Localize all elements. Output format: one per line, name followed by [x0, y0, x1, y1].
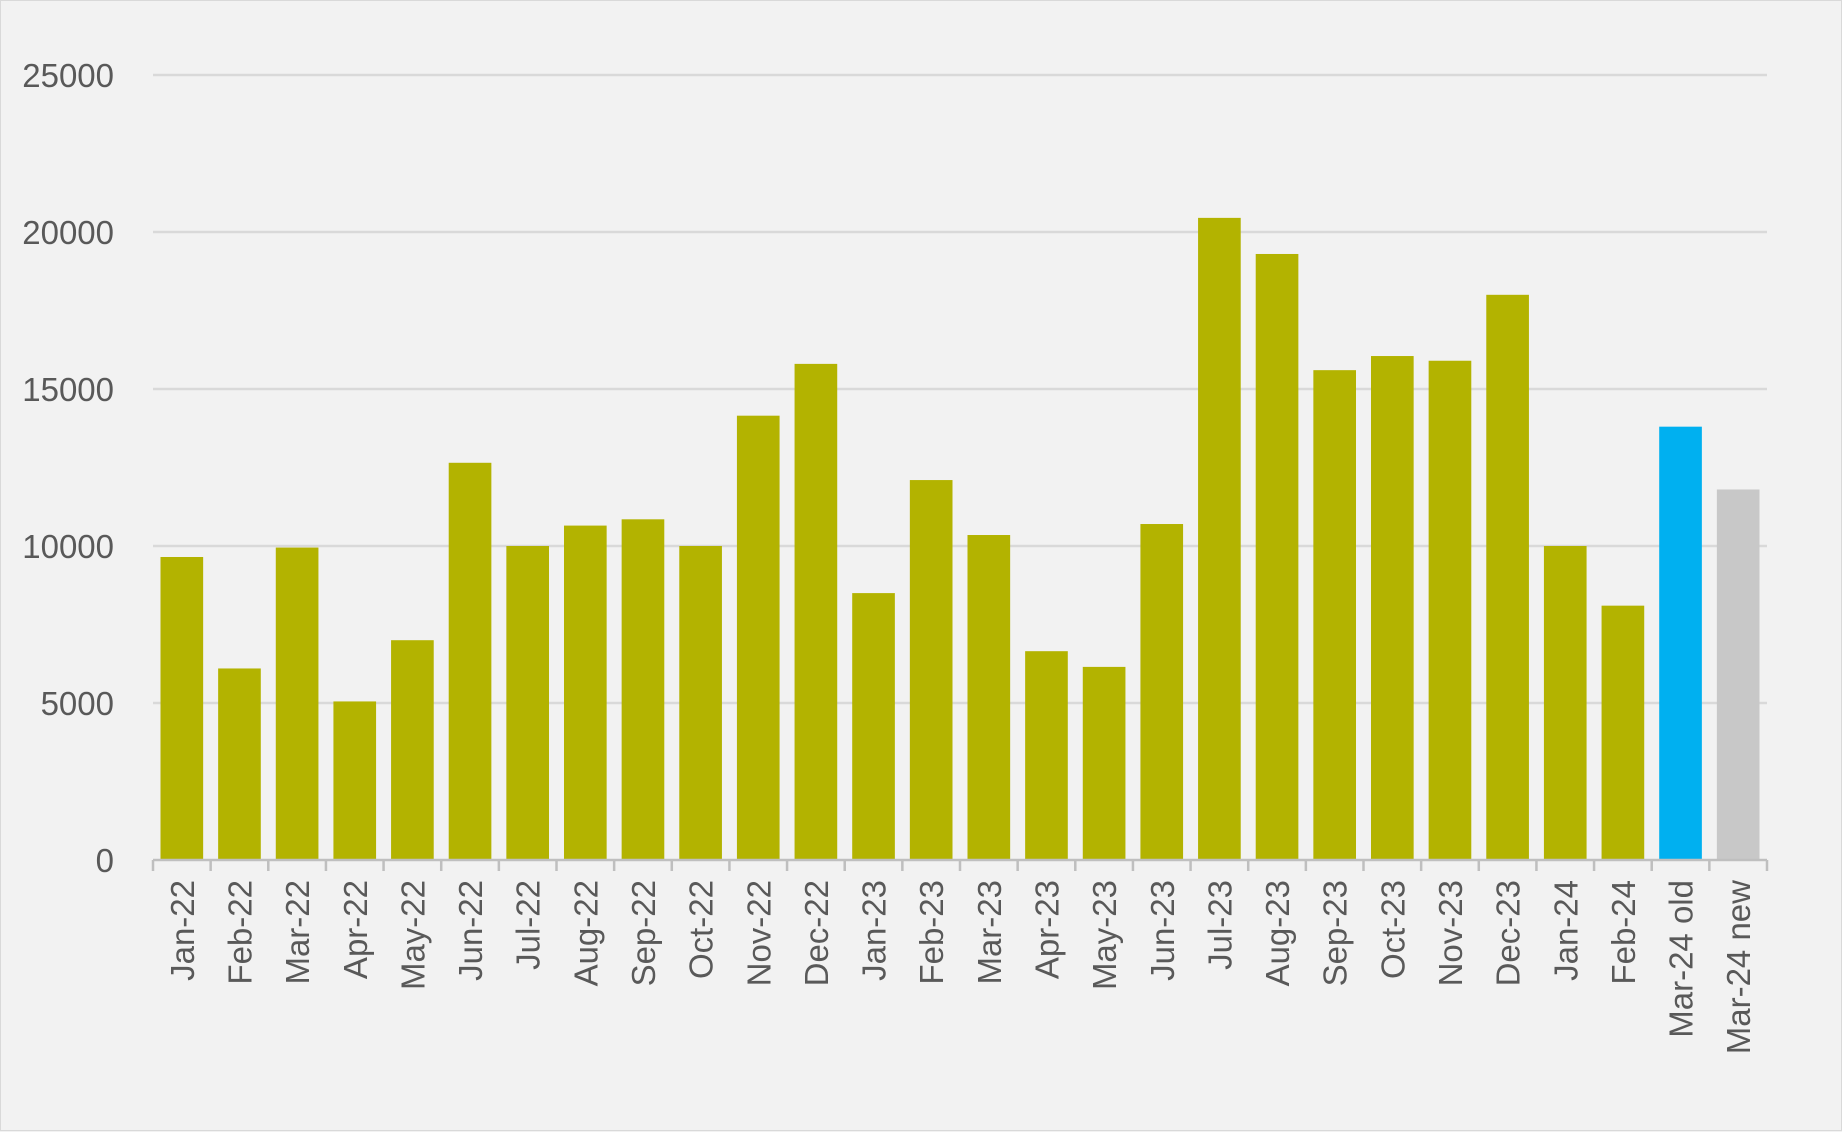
bars [160, 217, 1760, 861]
bar [333, 701, 377, 860]
bar [621, 519, 665, 860]
x-tick-label: Mar-24 old [1663, 880, 1700, 1038]
bar [160, 556, 204, 860]
x-tick-label: Sep-23 [1317, 880, 1354, 986]
x-tick-label: Jun-22 [452, 880, 489, 981]
bar [1428, 360, 1472, 860]
x-tick-label: Dec-22 [798, 880, 835, 986]
bar [391, 640, 434, 860]
x-tick-label: Jan-24 [1547, 880, 1584, 981]
x-tick-label: Nov-23 [1432, 880, 1469, 986]
bar [506, 546, 550, 860]
x-tick-label: Oct-22 [683, 880, 720, 979]
x-tick-label: Feb-24 [1605, 880, 1642, 985]
x-tick-label: May-22 [394, 880, 431, 990]
x-tick-label: Apr-22 [337, 880, 374, 979]
bar [1140, 524, 1184, 860]
x-tick-label: May-23 [1086, 880, 1123, 990]
bar [1370, 356, 1414, 860]
bar [448, 462, 492, 860]
y-tick-label: 10000 [22, 528, 114, 565]
bar [794, 363, 838, 860]
bar [1313, 370, 1357, 860]
bar [1659, 426, 1702, 860]
x-tick-label: Aug-22 [567, 880, 604, 986]
bar [1025, 651, 1068, 860]
y-tick-label: 15000 [22, 371, 114, 408]
x-tick-label: Jan-22 [164, 880, 201, 981]
x-tick-label: Feb-22 [221, 880, 258, 985]
bar [218, 668, 261, 860]
bar [1486, 294, 1529, 860]
y-tick-label: 5000 [41, 685, 114, 722]
x-tick-label: Mar-23 [971, 880, 1008, 985]
y-tick-label: 25000 [22, 57, 114, 94]
x-tick-label: Dec-23 [1490, 880, 1527, 986]
x-tick-label: Apr-23 [1028, 880, 1065, 979]
x-tick-label: Sep-22 [625, 880, 662, 986]
x-tick-label: Nov-22 [740, 880, 777, 986]
x-tick-label: Oct-23 [1374, 880, 1411, 979]
x-tick-label: Jun-23 [1144, 880, 1181, 981]
x-tick-label: Jan-23 [856, 880, 893, 981]
x-tick-label: Mar-24 new [1720, 880, 1757, 1054]
bar [1543, 546, 1587, 860]
bar [1082, 666, 1126, 860]
x-axis [151, 858, 1769, 871]
y-tick-label: 0 [96, 842, 114, 879]
x-tick-label: Mar-22 [279, 880, 316, 985]
x-tick-label: Jul-22 [510, 880, 547, 970]
x-axis-tick-labels: Jan-22 Feb-22 Mar-22 Apr-22 May-22 Jun-22 Jul-… [164, 880, 1757, 1054]
bar [275, 547, 319, 860]
bar [736, 415, 780, 860]
bar [852, 593, 895, 860]
x-tick-label: Aug-23 [1259, 880, 1296, 986]
y-axis-tick-labels: 0 5000 10000 15000 20000 25000 [22, 57, 114, 879]
bar [1255, 253, 1299, 861]
x-tick-label: Feb-23 [913, 880, 950, 985]
bar [563, 525, 607, 860]
bar [1601, 605, 1645, 860]
bar [679, 546, 722, 860]
bar [1198, 217, 1241, 860]
bar [967, 535, 1011, 860]
y-tick-label: 20000 [22, 214, 114, 251]
x-tick-label: Jul-23 [1201, 880, 1238, 970]
bar [1716, 489, 1760, 860]
bar [909, 480, 953, 860]
